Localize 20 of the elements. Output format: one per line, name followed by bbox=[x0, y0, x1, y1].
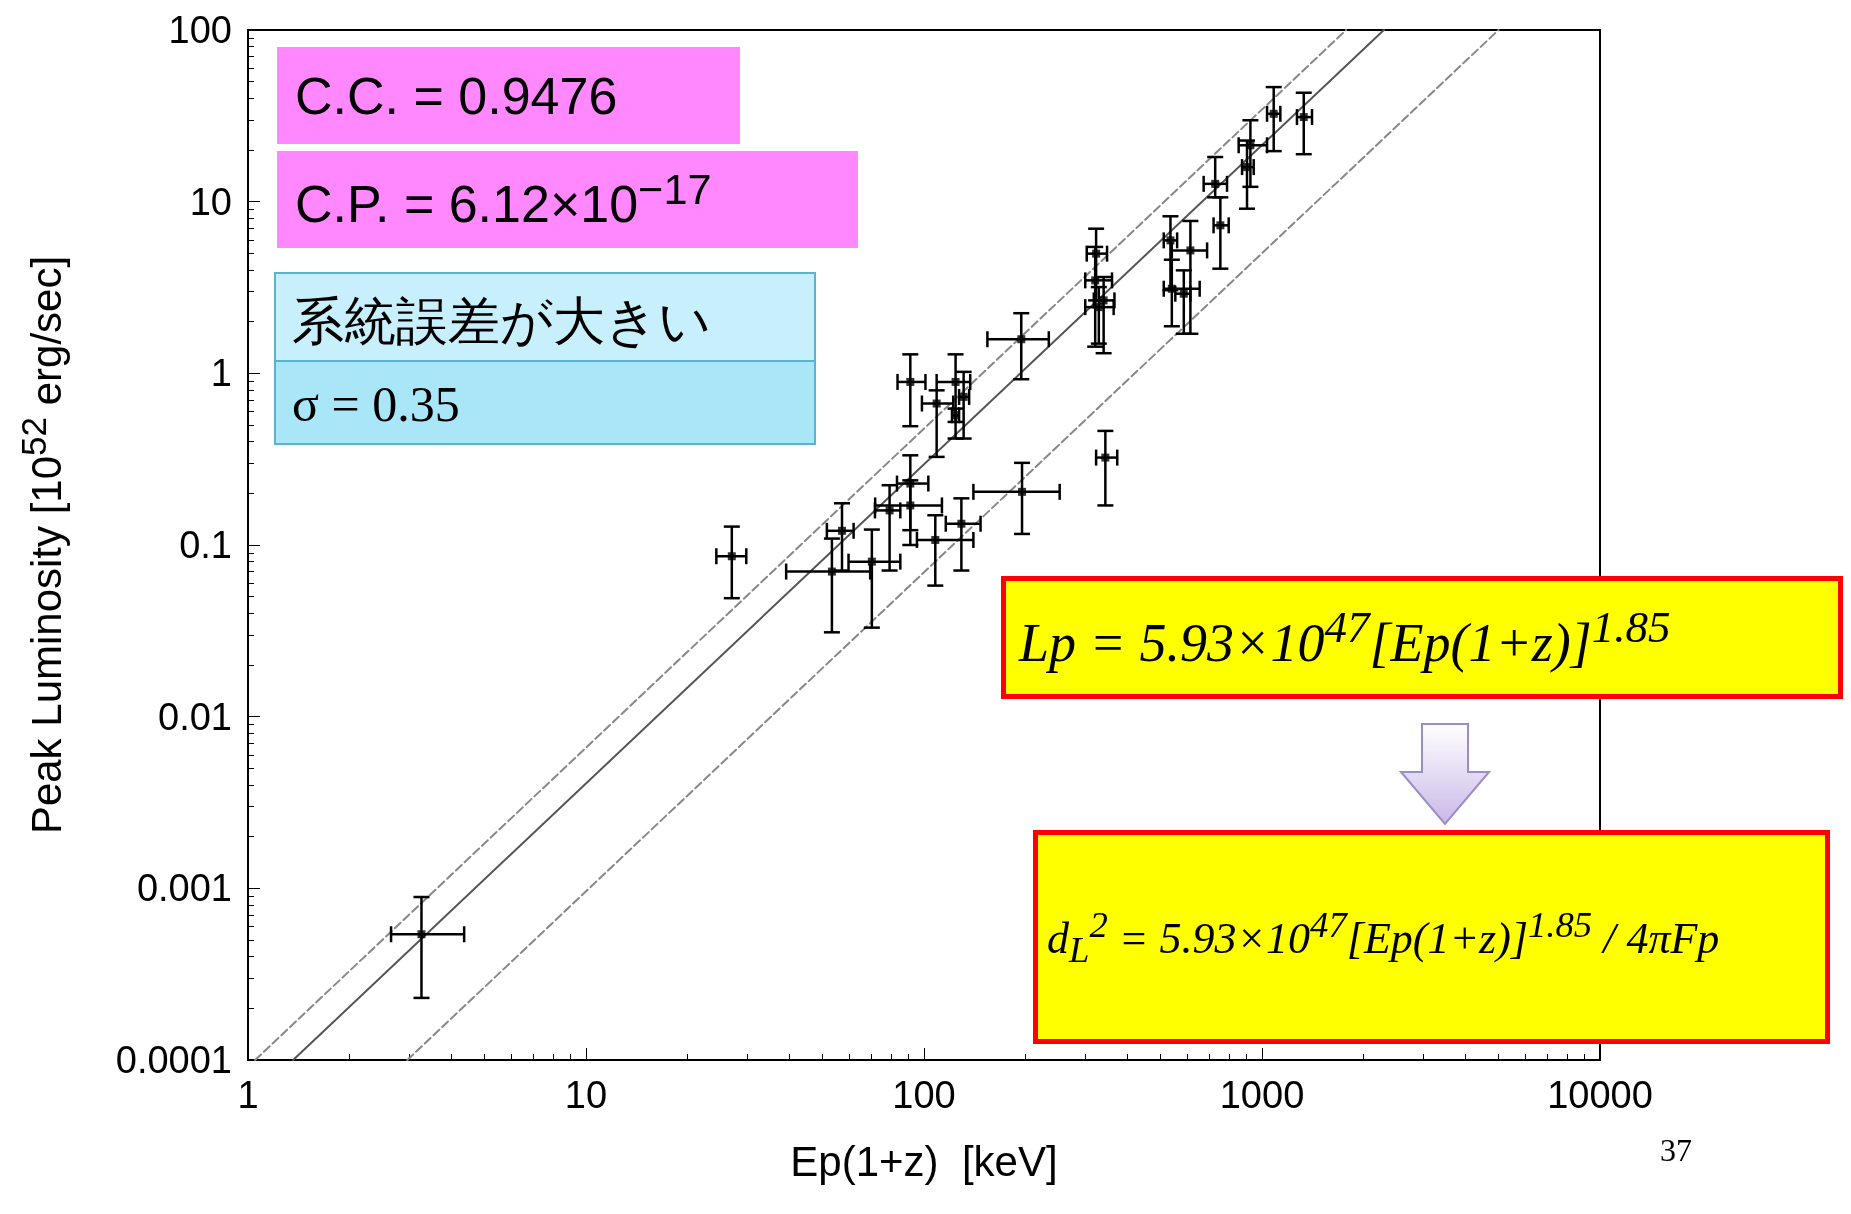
annotation: σ = 0.35 bbox=[292, 374, 460, 433]
annotation: 系統誤差が大きい bbox=[292, 290, 711, 353]
y-tick-label: 0.01 bbox=[158, 695, 232, 738]
x-tick-label: 10000 bbox=[1547, 1074, 1653, 1116]
y-tick-label: 0.1 bbox=[179, 524, 232, 566]
y-tick-label: 0.001 bbox=[136, 867, 232, 910]
x-tick-label: 1 bbox=[237, 1074, 259, 1116]
y-tick-label: 0.0001 bbox=[115, 1039, 232, 1081]
y-tick-label: 1 bbox=[210, 352, 232, 395]
x-axis-title: Ep(1+z) [keV] bbox=[790, 1137, 1058, 1185]
annotation: d$_{L}$$^{2}$ = 5.93×10$^{47}$[Ep(1+z)]$^{1.85}$ / 4πFp bbox=[1047, 902, 1720, 972]
x-tick-label: 100 bbox=[892, 1074, 956, 1116]
annotation: C.C. = 0.9476 bbox=[295, 65, 618, 126]
y-tick-label: 100 bbox=[168, 9, 232, 51]
annotation: Lp = 5.93×10$^{47}$[Ep(1+z)]$^{1.85}$ bbox=[1019, 601, 1671, 674]
annotation: C.P. = 6.12×10$^{−17}$ bbox=[295, 164, 712, 235]
x-tick-label: 1000 bbox=[1219, 1074, 1305, 1116]
text: 37 bbox=[1660, 1131, 1692, 1169]
y-tick-label: 10 bbox=[189, 180, 232, 223]
x-tick-label: 10 bbox=[564, 1074, 608, 1116]
